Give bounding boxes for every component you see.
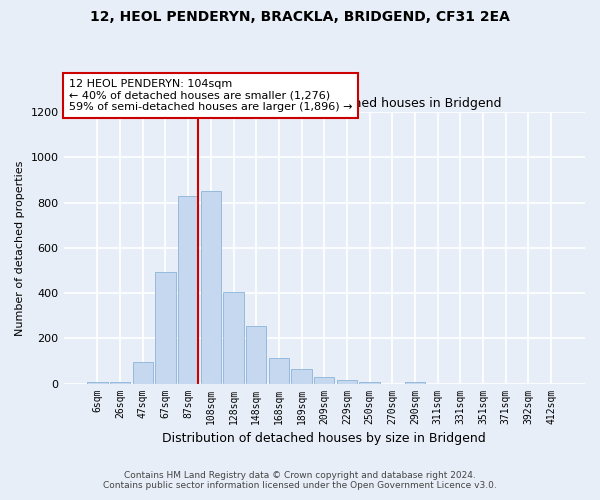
- Bar: [155, 272, 176, 384]
- Bar: [133, 362, 153, 384]
- Bar: [269, 358, 289, 384]
- Bar: [314, 377, 334, 384]
- Y-axis label: Number of detached properties: Number of detached properties: [15, 160, 25, 336]
- X-axis label: Distribution of detached houses by size in Bridgend: Distribution of detached houses by size …: [163, 432, 486, 445]
- Bar: [223, 292, 244, 384]
- Bar: [246, 326, 266, 384]
- Bar: [200, 192, 221, 384]
- Text: Contains HM Land Registry data © Crown copyright and database right 2024.
Contai: Contains HM Land Registry data © Crown c…: [103, 470, 497, 490]
- Bar: [337, 380, 357, 384]
- Bar: [292, 369, 312, 384]
- Bar: [178, 196, 199, 384]
- Text: 12 HEOL PENDERYN: 104sqm
← 40% of detached houses are smaller (1,276)
59% of sem: 12 HEOL PENDERYN: 104sqm ← 40% of detach…: [69, 79, 352, 112]
- Bar: [110, 382, 130, 384]
- Bar: [359, 382, 380, 384]
- Bar: [405, 382, 425, 384]
- Text: 12, HEOL PENDERYN, BRACKLA, BRIDGEND, CF31 2EA: 12, HEOL PENDERYN, BRACKLA, BRIDGEND, CF…: [90, 10, 510, 24]
- Bar: [87, 382, 107, 384]
- Title: Size of property relative to detached houses in Bridgend: Size of property relative to detached ho…: [147, 96, 502, 110]
